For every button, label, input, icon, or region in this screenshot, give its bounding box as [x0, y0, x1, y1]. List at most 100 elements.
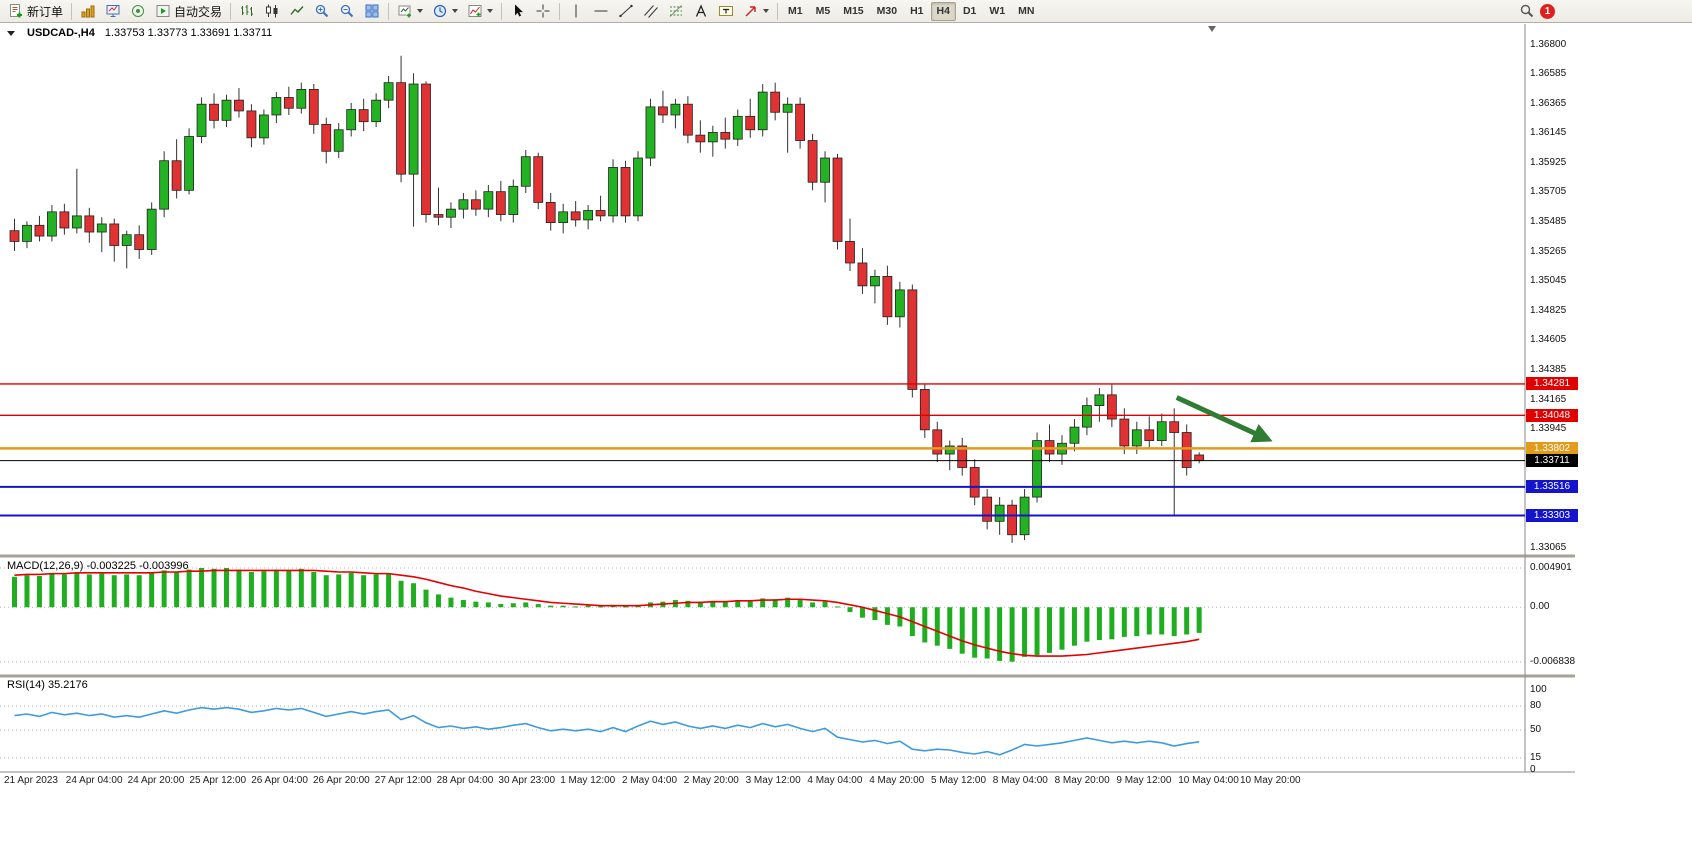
text-tool-button[interactable]	[689, 1, 713, 22]
bar-chart-button[interactable]	[235, 1, 259, 22]
vertical-line-button[interactable]	[564, 1, 588, 22]
cursor-button[interactable]	[506, 1, 530, 22]
price-tick: 1.35705	[1530, 186, 1567, 198]
time-label: 26 Apr 04:00	[251, 775, 308, 786]
text-label-button[interactable]	[714, 1, 738, 22]
time-label: 8 May 20:00	[1054, 775, 1110, 786]
symbol-period-label: USDCAD-,H4	[27, 27, 95, 39]
toolbar-separator	[559, 2, 561, 20]
indicators-icon	[468, 5, 482, 17]
rsi-tick: 50	[1530, 724, 1542, 735]
arrows-tool-button[interactable]	[739, 1, 773, 22]
time-label: 4 May 04:00	[807, 775, 863, 786]
time-label: 10 May 20:00	[1240, 775, 1301, 786]
zoom-in-icon	[315, 4, 329, 18]
candlestick-chart-button[interactable]	[260, 1, 284, 22]
crosshair-button[interactable]	[531, 1, 555, 22]
vertical-line-icon	[575, 4, 577, 18]
toolbar-separator	[777, 2, 779, 20]
signals-icon	[132, 5, 145, 17]
price-tick: 1.35045	[1530, 275, 1567, 287]
auto-trading-button[interactable]: 自动交易	[151, 1, 226, 22]
charts-button[interactable]	[101, 1, 125, 22]
charts-icon	[106, 5, 120, 17]
chevron-down-icon	[417, 9, 424, 13]
timeframe-button-m15[interactable]: M15	[843, 5, 864, 17]
text-icon	[695, 4, 707, 17]
macd-tick: 0.00	[1530, 601, 1550, 613]
horizontal-line-icon	[594, 10, 608, 12]
clock-icon	[433, 4, 447, 18]
time-label: 25 Apr 12:00	[189, 775, 247, 786]
trendline-icon	[619, 4, 633, 18]
time-label: 28 Apr 04:00	[436, 775, 494, 786]
time-label: 21 Apr 2023	[4, 775, 58, 786]
equidistant-channel-button[interactable]	[639, 1, 663, 22]
tile-windows-button[interactable]	[360, 1, 384, 22]
search-button[interactable]	[1515, 1, 1539, 22]
timeframe-button-mn[interactable]: MN	[1018, 5, 1035, 17]
price-tick: 1.34605	[1530, 334, 1567, 346]
candlestick-chart-icon	[266, 4, 278, 18]
chart-shift-marker[interactable]	[1208, 26, 1216, 32]
chart-canvas[interactable]	[0, 24, 1575, 855]
ohlc-values: 1.33753 1.33773 1.33691 1.33711	[104, 27, 273, 39]
price-level-badge: 1.33802	[1526, 441, 1578, 455]
zoom-in-button[interactable]	[310, 1, 334, 22]
trendline-button[interactable]	[614, 1, 638, 22]
price-tick: 1.33945	[1530, 423, 1567, 435]
rsi-indicator-label: RSI(14) 35.2176	[7, 679, 88, 691]
time-label: 5 May 12:00	[931, 775, 987, 786]
toolbar-separator	[71, 2, 73, 20]
timeframe-button-m1[interactable]: M1	[788, 5, 803, 17]
time-label: 8 May 04:00	[992, 775, 1048, 786]
fibonacci-icon	[669, 5, 683, 17]
cursor-icon	[515, 4, 524, 17]
clock-button[interactable]	[428, 1, 462, 22]
time-label: 30 Apr 23:00	[498, 775, 556, 786]
timeframe-button-h1[interactable]: H1	[910, 5, 924, 17]
line-chart-button[interactable]	[285, 1, 309, 22]
horizontal-line-button[interactable]	[589, 1, 613, 22]
timeframe-button-d1[interactable]: D1	[962, 5, 977, 17]
auto-trading-label: 自动交易	[174, 4, 223, 19]
profiles-button[interactable]	[393, 1, 427, 22]
price-level-badge: 1.34048	[1526, 408, 1578, 422]
zoom-out-icon	[340, 4, 354, 18]
indicators-button[interactable]	[463, 1, 497, 22]
arrows-icon	[745, 6, 756, 17]
price-level-badge: 1.33516	[1526, 480, 1578, 494]
new-order-label: 新订单	[27, 4, 64, 19]
macd-tick: 0.004901	[1530, 562, 1572, 573]
profiles-icon	[398, 5, 412, 18]
market-depth-button[interactable]	[76, 1, 100, 22]
price-tick: 1.35265	[1530, 245, 1567, 257]
chart-window[interactable]: USDCAD-,H4 1.33753 1.33773 1.33691 1.337…	[0, 24, 1692, 855]
macd-tick: -0.006838	[1530, 656, 1576, 667]
price-level-badge: 1.33711	[1526, 454, 1578, 468]
chart-header: USDCAD-,H4 1.33753 1.33773 1.33691 1.337…	[7, 27, 272, 39]
text-label-icon	[719, 6, 734, 16]
price-axis[interactable]: 1.36800 1.36585 1.36365 1.36145 1.35925 1.357…	[1525, 24, 1615, 775]
zoom-out-button[interactable]	[335, 1, 359, 22]
timeframe-button-m30[interactable]: M30	[876, 5, 898, 17]
time-axis[interactable]: 21 Apr 2023 24 Apr 04:00 24 Apr 20:00 25 Ap…	[0, 772, 1525, 792]
channel-icon	[644, 5, 658, 18]
notification-badge[interactable]: 1	[1540, 3, 1555, 19]
price-tick: 1.33065	[1530, 541, 1567, 553]
crosshair-icon	[536, 4, 550, 18]
signals-button[interactable]	[126, 1, 150, 22]
price-tick: 1.35925	[1530, 156, 1567, 168]
fibonacci-button[interactable]	[664, 1, 688, 22]
bar-chart-icon	[241, 5, 254, 16]
timeframe-button-h4[interactable]: H4	[930, 1, 956, 21]
new-order-button[interactable]: 新订单	[4, 1, 67, 22]
price-tick: 1.36800	[1530, 39, 1567, 50]
timeframe-button-w1[interactable]: W1	[989, 5, 1006, 17]
toolbar-separator	[230, 2, 232, 20]
price-tick: 1.36145	[1530, 127, 1567, 139]
price-tick: 1.36365	[1530, 97, 1567, 109]
price-level-badge: 1.34281	[1526, 377, 1578, 391]
timeframe-button-m5[interactable]: M5	[815, 5, 831, 17]
time-label: 9 May 12:00	[1116, 775, 1172, 786]
